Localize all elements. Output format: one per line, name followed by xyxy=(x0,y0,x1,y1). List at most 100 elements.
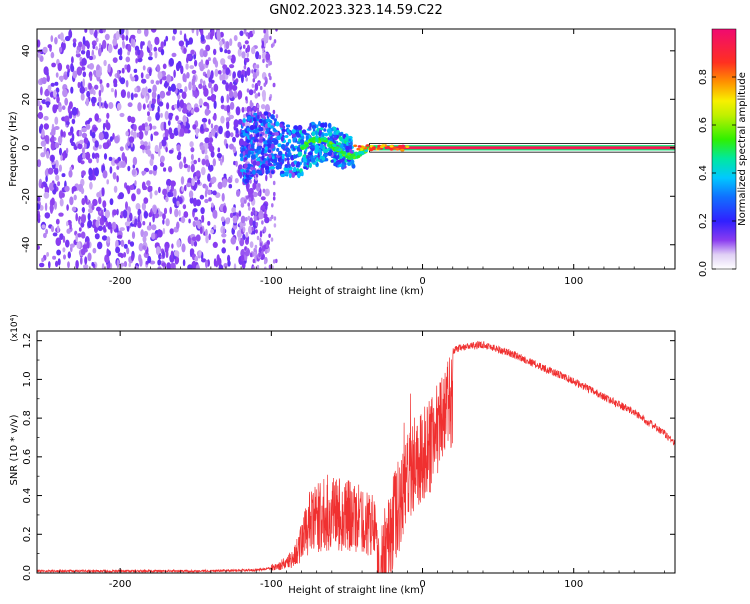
noise-blob xyxy=(233,263,237,269)
noise-blob xyxy=(87,252,92,262)
transition-blob xyxy=(346,141,349,146)
noise-blob xyxy=(128,136,135,143)
spectrogram-heatmap xyxy=(37,29,675,269)
transition-blob xyxy=(284,171,289,176)
noise-blob xyxy=(177,60,182,69)
noise-blob xyxy=(201,166,206,176)
noise-blob xyxy=(132,219,135,225)
noise-blob xyxy=(229,64,235,69)
noise-blob xyxy=(243,199,247,204)
noise-blob xyxy=(57,181,61,187)
transition-blob xyxy=(267,158,271,163)
transition-blob xyxy=(296,133,301,138)
noise-blob xyxy=(248,225,253,235)
noise-blob xyxy=(219,47,223,53)
noise-blob xyxy=(94,233,100,240)
transition-blob xyxy=(303,161,307,167)
noise-blob xyxy=(244,70,247,79)
noise-blob xyxy=(249,179,252,184)
noise-blob xyxy=(81,207,85,213)
noise-blob xyxy=(272,196,276,201)
transition-blob xyxy=(347,161,352,166)
noise-blob xyxy=(244,40,249,45)
noise-blob xyxy=(232,136,236,143)
noise-blob xyxy=(95,46,98,51)
noise-blob xyxy=(125,56,131,63)
noise-blob xyxy=(61,105,66,110)
noise-blob xyxy=(86,90,91,98)
noise-blob xyxy=(190,49,195,55)
noise-blob xyxy=(66,228,71,234)
noise-blob xyxy=(188,81,192,91)
noise-blob xyxy=(138,125,144,132)
noise-blob xyxy=(45,228,48,235)
transition-blob xyxy=(292,147,296,151)
noise-blob xyxy=(147,150,152,157)
noise-blob xyxy=(259,230,263,238)
transition-blob xyxy=(310,156,314,162)
transition-blob xyxy=(257,114,260,120)
noise-blob xyxy=(43,66,49,75)
colorbar-tick-label: 0.0 xyxy=(698,261,709,277)
noise-blob xyxy=(63,74,69,80)
transition-blob xyxy=(344,137,349,141)
transition-blob xyxy=(296,146,301,152)
noise-blob xyxy=(135,203,141,210)
transition-blob xyxy=(267,162,273,166)
noise-blob xyxy=(153,131,159,136)
noise-blob xyxy=(203,101,209,107)
colorbar-tick-label: 0.6 xyxy=(698,117,709,133)
noise-blob xyxy=(171,243,174,249)
noise-blob xyxy=(109,198,114,206)
noise-blob xyxy=(195,170,201,177)
noise-blob xyxy=(199,78,203,85)
transition-blob xyxy=(242,150,246,157)
noise-blob xyxy=(153,46,158,52)
transition-blob xyxy=(254,148,259,153)
transition-blob xyxy=(337,154,340,159)
noise-blob xyxy=(179,99,184,108)
noise-blob xyxy=(194,181,198,189)
noise-blob xyxy=(41,99,47,105)
noise-blob xyxy=(152,84,157,93)
transition-blob xyxy=(245,169,249,173)
noise-blob xyxy=(50,141,56,151)
noise-blob xyxy=(107,63,111,73)
transition-blob xyxy=(338,132,344,137)
noise-blob xyxy=(262,213,268,219)
noise-blob xyxy=(72,70,78,79)
noise-blob xyxy=(88,63,95,70)
noise-blob xyxy=(78,130,82,137)
noise-blob xyxy=(59,233,64,241)
noise-blob xyxy=(272,82,276,88)
noise-blob xyxy=(118,55,123,61)
noise-blob xyxy=(68,170,73,178)
noise-blob xyxy=(81,127,87,133)
noise-blob xyxy=(43,146,47,155)
noise-blob xyxy=(214,132,218,139)
transition-blob xyxy=(256,146,261,151)
noise-blob xyxy=(239,237,245,247)
noise-blob xyxy=(119,112,125,118)
transition-blob xyxy=(267,149,272,153)
noise-blob xyxy=(192,84,197,91)
noise-blob xyxy=(225,143,229,149)
transition-blob xyxy=(309,144,315,149)
transition-blob xyxy=(241,122,245,127)
noise-blob xyxy=(235,133,240,138)
noise-blob xyxy=(199,145,205,151)
noise-blob xyxy=(77,143,83,150)
noise-blob xyxy=(242,44,246,49)
noise-blob xyxy=(179,30,183,35)
noise-blob xyxy=(238,210,242,217)
noise-blob xyxy=(119,146,124,152)
transition-blob xyxy=(308,162,312,169)
noise-blob xyxy=(106,248,109,257)
transition-blob xyxy=(288,131,292,136)
noise-blob xyxy=(170,250,174,259)
transition-blob xyxy=(300,133,304,137)
noise-blob xyxy=(131,231,136,240)
carrier-blob xyxy=(361,145,365,149)
transition-blob xyxy=(265,127,270,134)
